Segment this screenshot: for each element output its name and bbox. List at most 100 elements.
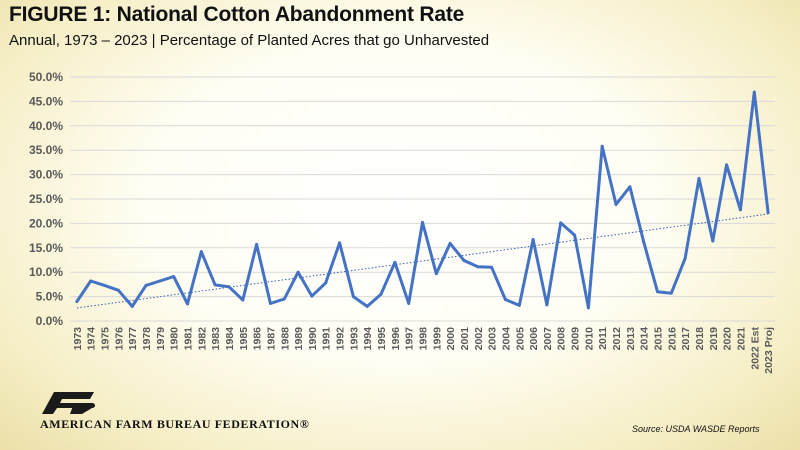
fb-logo-icon — [42, 392, 95, 414]
data-point — [766, 211, 770, 215]
y-tick-label: 25.0% — [29, 192, 63, 206]
x-tick-label: 2019 — [708, 327, 720, 351]
data-point — [324, 281, 328, 285]
data-point — [144, 283, 148, 287]
data-point — [669, 291, 673, 295]
y-tick-label: 0.0% — [36, 314, 64, 328]
x-tick-label: 2020 — [722, 327, 734, 351]
data-point — [213, 283, 217, 287]
x-tick-label: 1997 — [404, 327, 416, 351]
y-tick-label: 30.0% — [29, 168, 63, 182]
data-point — [490, 265, 494, 269]
data-point — [227, 285, 231, 289]
data-point — [158, 279, 162, 283]
x-tick-label: 2022 Est — [749, 327, 761, 370]
data-point — [199, 250, 203, 254]
x-tick-label: 2003 — [487, 327, 499, 351]
x-tick-label: 2011 — [597, 327, 609, 350]
x-tick-label: 1988 — [279, 327, 291, 351]
data-point — [683, 257, 687, 261]
x-tick-label: 1976 — [113, 327, 125, 351]
data-point — [393, 260, 397, 264]
x-tick-label: 2015 — [653, 327, 665, 351]
data-point — [103, 283, 107, 287]
data-point — [296, 270, 300, 274]
data-point — [573, 233, 577, 237]
x-tick-label: 1984 — [224, 327, 236, 351]
x-tick-label: 1994 — [362, 327, 374, 351]
data-point — [379, 292, 383, 296]
data-point — [241, 298, 245, 302]
x-tick-label: 1989 — [293, 327, 305, 351]
data-point — [75, 299, 79, 303]
data-point — [752, 90, 756, 94]
x-tick-label: 2017 — [680, 327, 692, 351]
x-tick-label: 2008 — [556, 327, 568, 351]
data-point — [725, 163, 729, 167]
data-point — [365, 304, 369, 308]
x-tick-label: 2009 — [570, 327, 582, 351]
data-point — [255, 242, 259, 246]
x-tick-label: 1975 — [100, 327, 112, 351]
data-point — [697, 177, 701, 181]
x-tick-label: 1991 — [321, 327, 333, 351]
x-tick-label: 2010 — [583, 327, 595, 351]
data-point — [517, 303, 521, 307]
x-tick-label: 1985 — [238, 327, 250, 351]
x-tick-label: 1987 — [265, 327, 277, 351]
x-tick-label: 1998 — [418, 327, 430, 351]
x-tick-label: 2006 — [528, 327, 540, 351]
data-point — [282, 297, 286, 301]
x-tick-label: 1990 — [307, 327, 319, 351]
data-point — [172, 275, 176, 279]
data-point — [130, 304, 134, 308]
x-tick-label: 1993 — [348, 327, 360, 351]
y-tick-label: 50.0% — [29, 70, 63, 84]
data-point — [351, 295, 355, 299]
x-tick-label: 2002 — [473, 327, 485, 351]
x-tick-label: 2014 — [639, 327, 651, 351]
x-tick-label: 1992 — [335, 327, 347, 351]
data-point — [338, 241, 342, 245]
y-tick-label: 45.0% — [29, 94, 63, 108]
y-tick-label: 10.0% — [29, 265, 63, 279]
data-point — [559, 221, 563, 225]
data-point — [407, 301, 411, 305]
data-point — [738, 208, 742, 212]
x-tick-label: 1978 — [141, 327, 153, 351]
x-tick-label: 2000 — [445, 327, 457, 351]
data-point — [642, 240, 646, 244]
x-tick-label: 2023 Proj — [763, 327, 775, 374]
y-tick-label: 20.0% — [29, 216, 63, 230]
organization-name: AMERICAN FARM BUREAU FEDERATION® — [40, 417, 310, 431]
x-tick-label: 2004 — [500, 327, 512, 351]
y-tick-label: 40.0% — [29, 119, 63, 133]
x-tick-label: 2012 — [611, 327, 623, 351]
data-point — [186, 302, 189, 306]
data-point — [448, 241, 452, 245]
x-tick-label: 1983 — [210, 327, 222, 351]
source-note: Source: USDA WASDE Reports — [632, 424, 760, 434]
x-tick-label: 1999 — [431, 327, 443, 351]
data-point — [310, 294, 314, 298]
x-tick-label: 2005 — [514, 327, 526, 351]
data-point — [434, 272, 438, 276]
data-point — [116, 288, 120, 292]
data-point — [531, 238, 535, 242]
data-point — [711, 239, 715, 243]
data-point — [503, 298, 507, 302]
data-point — [628, 185, 632, 189]
x-tick-label: 1980 — [169, 327, 181, 351]
x-tick-label: 1979 — [155, 327, 167, 351]
data-point — [614, 202, 618, 206]
data-point — [586, 306, 590, 310]
y-tick-label: 35.0% — [29, 143, 63, 157]
figure-title: FIGURE 1: National Cotton Abandonment Ra… — [9, 3, 465, 26]
x-tick-label: 1974 — [86, 327, 98, 351]
x-tick-label: 2001 — [459, 327, 471, 351]
x-tick-label: 1982 — [196, 327, 208, 351]
x-tick-label: 1986 — [252, 327, 264, 351]
x-tick-label: 2007 — [542, 327, 554, 351]
